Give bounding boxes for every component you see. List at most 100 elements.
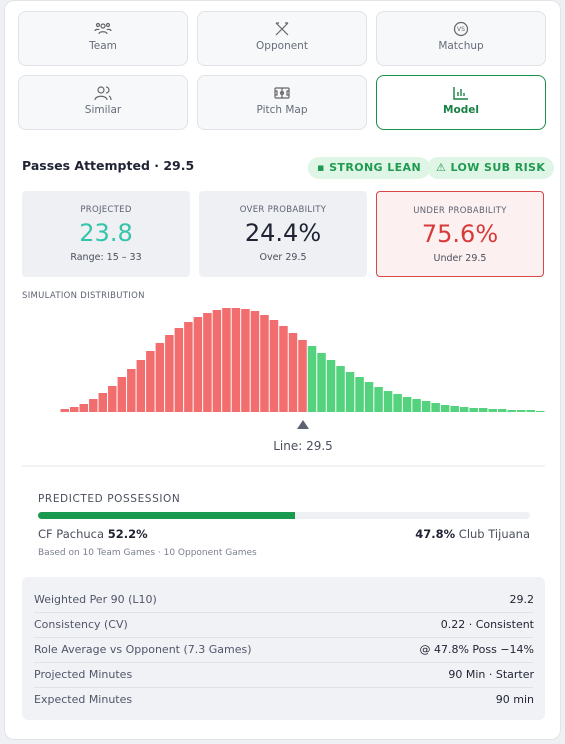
tab[interactable]: Model	[376, 75, 546, 130]
bar	[421, 401, 431, 412]
bar	[279, 326, 288, 412]
tab-label: Pitch Map	[256, 104, 308, 116]
badge-text: STRONG LEAN	[329, 161, 422, 174]
row-label: Weighted Per 90 (L10)	[34, 593, 157, 606]
stat-value: 24.4%	[244, 219, 322, 247]
bar	[241, 309, 250, 412]
bar	[336, 366, 345, 412]
home-name: CF Pachuca	[38, 527, 105, 541]
stat-value: 75.6%	[421, 220, 499, 248]
table-row: Weighted Per 90 (L10) 29.2	[34, 593, 534, 606]
row-label: Projected Minutes	[34, 668, 133, 681]
bar	[269, 320, 279, 412]
svg-text:VS: VS	[457, 26, 465, 33]
stat-value: 23.8	[79, 219, 133, 247]
bar	[174, 328, 184, 412]
bar	[516, 410, 526, 412]
stat-card: OVER PROBABILITY 24.4% Over 29.5	[199, 191, 367, 277]
stat-sub: Over 29.5	[259, 252, 307, 263]
bar	[459, 407, 469, 412]
bar	[364, 382, 374, 412]
bar	[212, 310, 222, 412]
row-value: 0.22 · Consistent	[440, 618, 534, 631]
row-value: 90 Min · Starter	[448, 668, 534, 681]
stat-label: UNDER PROBABILITY	[413, 206, 507, 216]
tab[interactable]: Team	[18, 11, 188, 66]
bar	[117, 377, 127, 412]
header-title: Passes Attempted · 29.5	[22, 158, 195, 173]
tab[interactable]: Opponent	[197, 11, 367, 66]
tab-label: Similar	[84, 104, 122, 116]
bar	[250, 311, 260, 412]
bar	[469, 408, 478, 412]
bar	[440, 405, 450, 412]
stat-card: UNDER PROBABILITY 75.6% Under 29.5	[376, 191, 544, 277]
possession-title: PREDICTED POSSESSION	[38, 493, 181, 505]
bar	[412, 399, 421, 412]
bar	[497, 409, 507, 412]
away-team: 47.8% Club Tijuana	[415, 527, 530, 541]
row-label: Expected Minutes	[34, 693, 133, 706]
row-label: Role Average vs Opponent (7.3 Games)	[34, 643, 252, 656]
row-value: 90 min	[495, 693, 534, 706]
bar	[146, 351, 155, 412]
stat-label: OVER PROBABILITY	[239, 205, 327, 215]
bar	[383, 391, 393, 412]
table-row: Expected Minutes 90 min	[34, 693, 534, 706]
tab[interactable]: Pitch Map	[197, 75, 367, 130]
bar	[345, 372, 355, 412]
possession-bar	[38, 512, 295, 519]
line-marker	[297, 420, 309, 429]
bar	[317, 353, 326, 412]
table-row: Consistency (CV) 0.22 · Consistent	[34, 618, 534, 631]
tab-label: Opponent	[256, 40, 308, 52]
bar	[326, 360, 336, 412]
tab-label: Team	[89, 40, 117, 52]
bar	[374, 387, 383, 412]
bar	[393, 394, 402, 412]
row-divider	[34, 612, 533, 613]
tab[interactable]: Similar	[18, 75, 188, 130]
possession-note: Based on 10 Team Games · 10 Opponent Gam…	[38, 548, 257, 558]
away-name: Club Tijuana	[458, 527, 530, 541]
bar	[155, 343, 165, 412]
bar	[231, 308, 241, 412]
stat-label: PROJECTED	[80, 205, 132, 215]
table: Weighted Per 90 (L10) 29.2 Consistency (CV…	[22, 577, 545, 720]
tab-label: Matchup	[438, 40, 484, 52]
bar	[450, 406, 459, 412]
bar	[70, 407, 79, 412]
bar	[108, 386, 117, 412]
histogram: Line: 29.5	[22, 308, 545, 467]
table-row: Role Average vs Opponent (7.3 Games) @ 47…	[34, 643, 534, 656]
bar	[488, 409, 497, 412]
bar	[193, 317, 203, 412]
bar	[203, 313, 212, 412]
tab-label: Model	[443, 104, 479, 116]
bar	[222, 308, 231, 412]
row-label: Consistency (CV)	[34, 618, 128, 631]
bar	[478, 408, 488, 412]
row-divider	[34, 687, 533, 688]
bar	[307, 346, 317, 412]
stat-sub: Under 29.5	[433, 253, 487, 264]
tab[interactable]: VS Matchup	[376, 11, 546, 66]
bar	[136, 360, 146, 412]
bar	[298, 340, 307, 412]
badge: ⚠ LOW SUB RISK	[427, 157, 555, 179]
badge: ▪ STRONG LEAN	[308, 157, 431, 179]
bar	[89, 399, 98, 412]
bar	[535, 411, 545, 412]
chart-title: SIMULATION DISTRIBUTION	[22, 291, 145, 301]
home-team: CF Pachuca 52.2%	[38, 527, 148, 541]
bar	[355, 377, 364, 412]
bar	[79, 404, 89, 412]
badge-text: LOW SUB RISK	[450, 161, 546, 174]
row-divider	[34, 637, 533, 638]
stat-sub: Range: 15 – 33	[70, 252, 142, 263]
table-row: Projected Minutes 90 Min · Starter	[34, 668, 534, 681]
away-pct: 47.8%	[415, 527, 456, 541]
bar	[507, 410, 516, 412]
row-value: @ 47.8% Poss −14%	[419, 643, 534, 656]
